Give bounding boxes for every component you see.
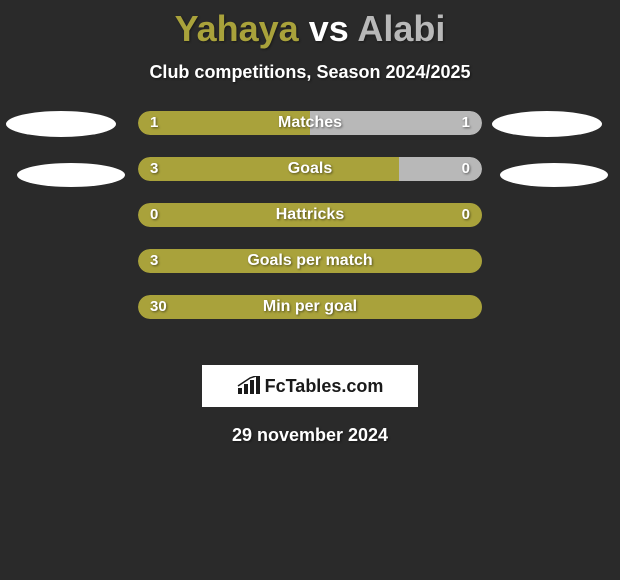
stat-bar: 3Goals per match	[138, 249, 482, 273]
stat-bar: 11Matches	[138, 111, 482, 135]
brand-text: FcTables.com	[265, 376, 384, 397]
stat-bar: 00Hattricks	[138, 203, 482, 227]
title-player1: Yahaya	[175, 8, 299, 49]
stat-label: Matches	[138, 111, 482, 135]
avatar-placeholder-right-1	[492, 111, 602, 137]
subtitle: Club competitions, Season 2024/2025	[0, 62, 620, 83]
stat-label: Goals	[138, 157, 482, 181]
comparison-bars: 11Matches 30Goals 00Hattricks 3Goals per ma…	[138, 111, 482, 341]
page-title: Yahaya vs Alabi	[0, 0, 620, 50]
stat-label: Min per goal	[138, 295, 482, 319]
date-text: 29 november 2024	[0, 425, 620, 446]
stat-label: Goals per match	[138, 249, 482, 273]
title-vs: vs	[299, 8, 358, 49]
stat-label: Hattricks	[138, 203, 482, 227]
avatar-placeholder-right-2	[500, 163, 608, 187]
stat-bar: 30Min per goal	[138, 295, 482, 319]
bar-chart-icon	[237, 376, 261, 396]
chart-stage: 11Matches 30Goals 00Hattricks 3Goals per ma…	[0, 111, 620, 351]
title-player2: Alabi	[357, 8, 445, 49]
avatar-placeholder-left-1	[6, 111, 116, 137]
stat-bar: 30Goals	[138, 157, 482, 181]
brand-badge: FcTables.com	[202, 365, 418, 407]
avatar-placeholder-left-2	[17, 163, 125, 187]
